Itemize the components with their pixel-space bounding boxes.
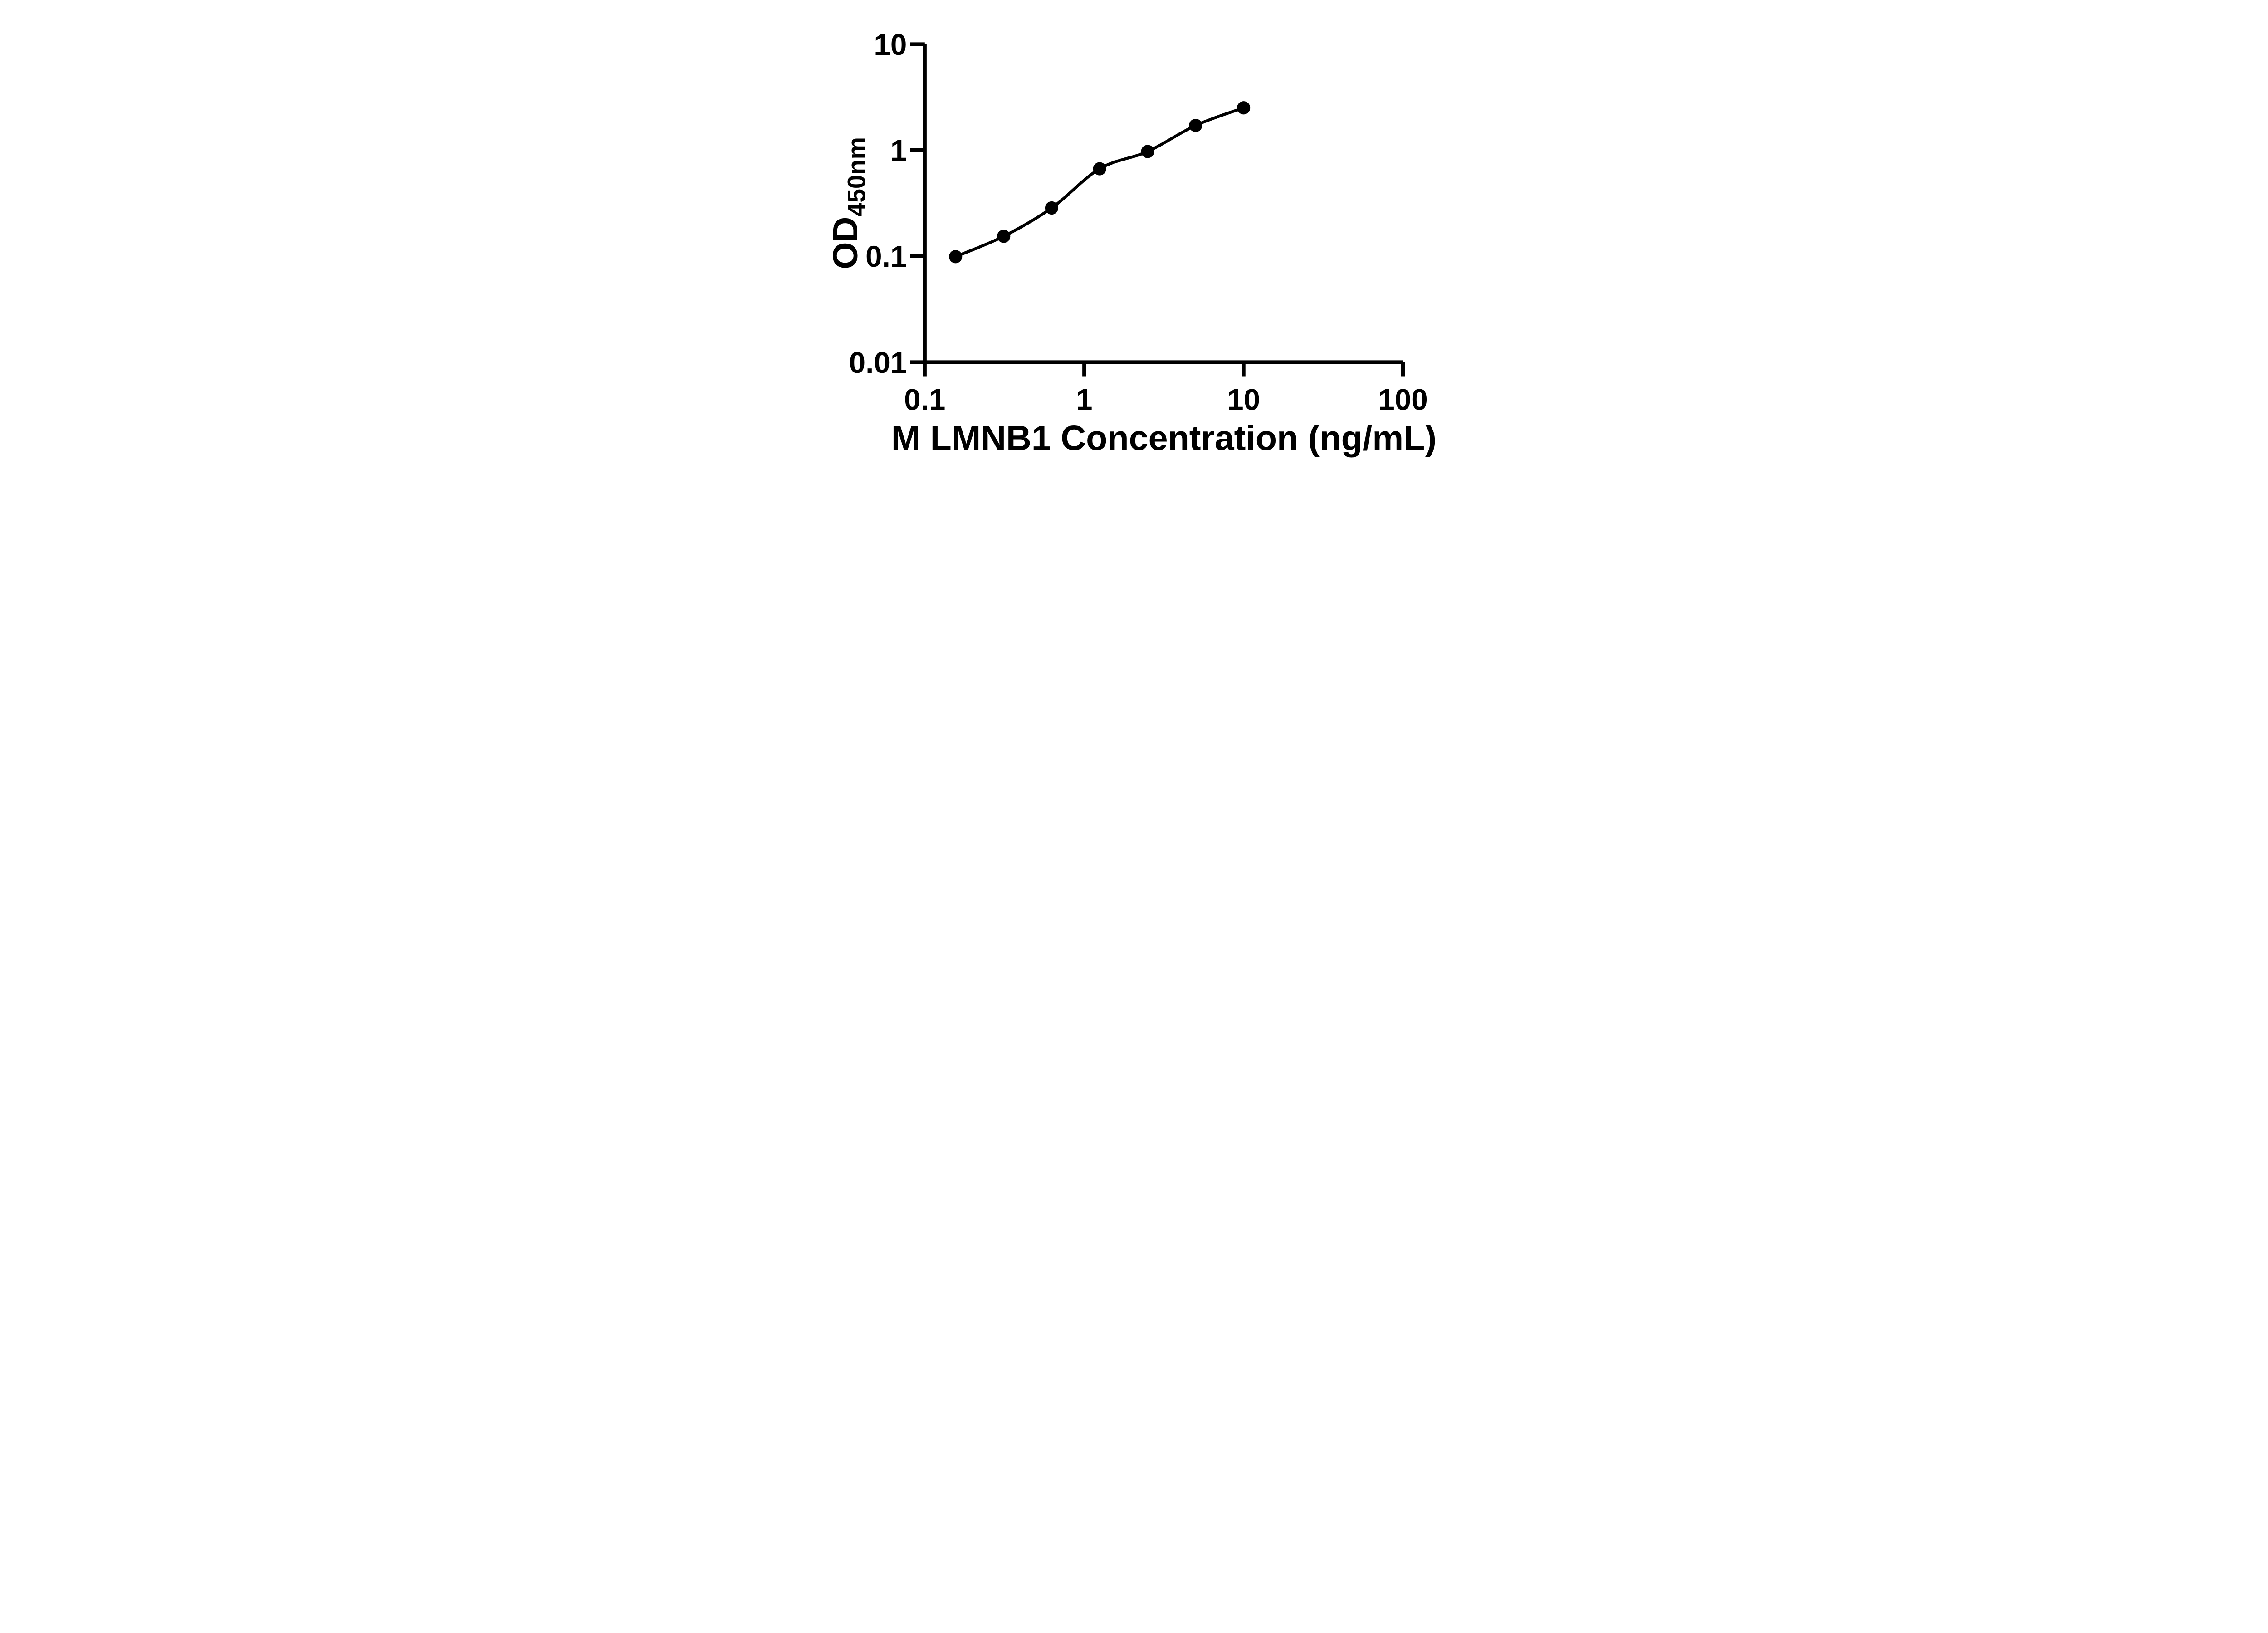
x-tick-label-100: 100 xyxy=(1378,383,1428,416)
y-axis-title: OD450nm xyxy=(826,137,871,269)
chart-canvas: 0.1 1 10 100 0.01 0.1 1 10 M LMNB1 Concentratio… xyxy=(794,0,1474,477)
y-tick-label-0.1: 0.1 xyxy=(865,240,907,273)
ticks-group xyxy=(910,42,1405,377)
data-point-0-3 xyxy=(1093,162,1106,176)
x-tick-label-0.1: 0.1 xyxy=(904,383,945,416)
tick-labels-group: 0.1 1 10 100 0.01 0.1 1 10 xyxy=(849,28,1428,416)
plot-area: 0.1 1 10 100 0.01 0.1 1 10 M LMNB1 Concentratio… xyxy=(826,28,1437,458)
data-point-0-4 xyxy=(1141,145,1154,158)
axes-group xyxy=(923,44,1403,364)
x-tick-label-10: 10 xyxy=(1227,383,1260,416)
y-tick-label-0.01: 0.01 xyxy=(849,346,907,379)
series-group xyxy=(949,101,1251,264)
y-axis-title-base: OD xyxy=(826,217,865,269)
data-point-0-0 xyxy=(949,250,963,264)
y-tick-label-1: 1 xyxy=(890,134,907,167)
elisa-standard-curve-figure: 0.1 1 10 100 0.01 0.1 1 10 M LMNB1 Concentratio… xyxy=(794,0,1474,477)
data-point-0-6 xyxy=(1237,101,1251,115)
y-tick-label-10: 10 xyxy=(874,28,907,61)
x-tick-label-1: 1 xyxy=(1076,383,1093,416)
data-point-0-1 xyxy=(997,230,1011,243)
x-axis-title: M LMNB1 Concentration (ng/mL) xyxy=(891,419,1437,458)
data-point-0-5 xyxy=(1189,118,1202,132)
y-axis-title-subscript: 450nm xyxy=(843,137,871,217)
data-point-0-2 xyxy=(1045,201,1059,215)
